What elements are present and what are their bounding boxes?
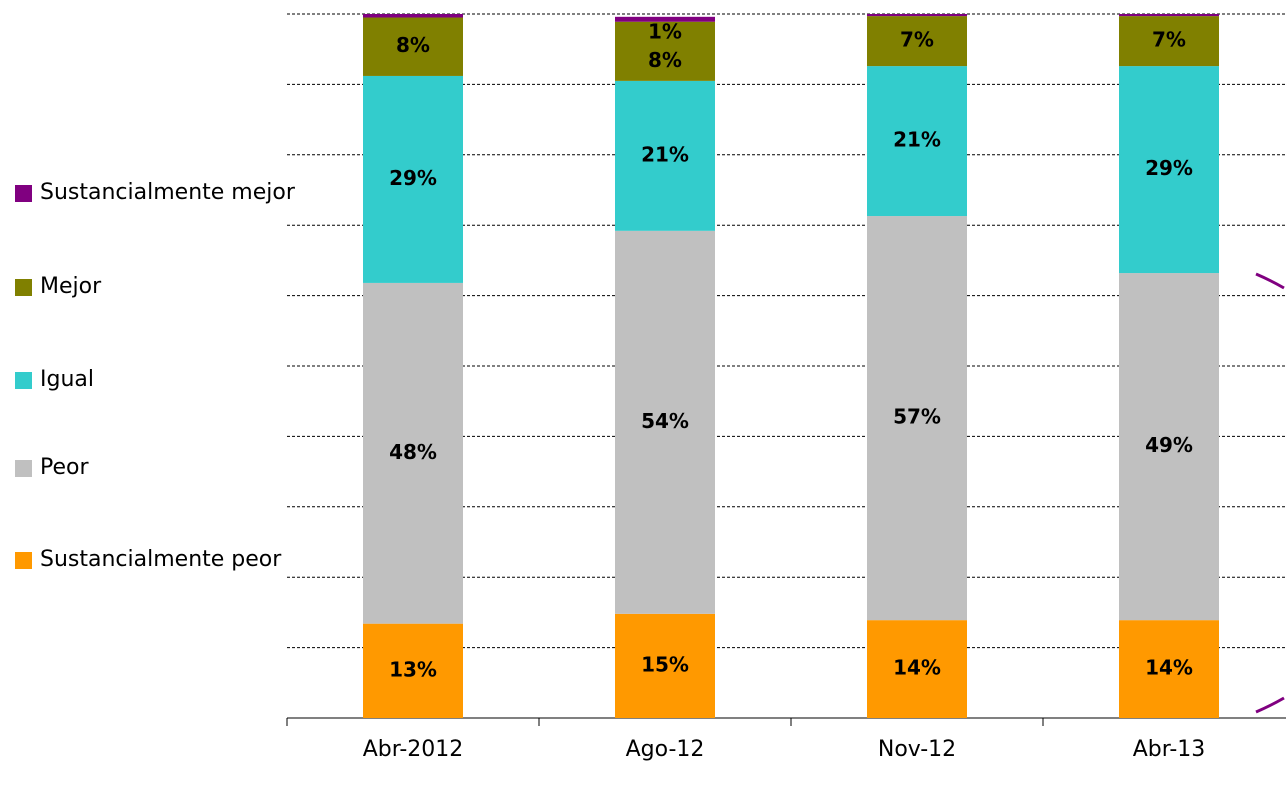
- bar-segment: [615, 21, 715, 81]
- decor-arc: [1255, 272, 1285, 290]
- bar-segment: [1119, 620, 1219, 718]
- data-label: 49%: [1145, 433, 1193, 457]
- data-label: 7%: [1152, 28, 1186, 52]
- data-label: 8%: [648, 48, 682, 72]
- decor-arc: [1255, 696, 1285, 714]
- legend-label: Sustancialmente mejor: [40, 180, 295, 205]
- bar-segment: [615, 80, 715, 231]
- data-label: 13%: [389, 657, 437, 681]
- bar-segment: [363, 282, 463, 624]
- bar-segment: [363, 75, 463, 283]
- bar-segment: [867, 66, 967, 217]
- data-label: 29%: [389, 166, 437, 190]
- data-label: 48%: [389, 440, 437, 464]
- bar-segment: [867, 16, 967, 67]
- bar-segment: [615, 16, 715, 22]
- bar-segment: [1119, 14, 1219, 17]
- legend-swatch: [15, 552, 32, 569]
- x-tick-label: Abr-2012: [363, 737, 464, 762]
- legend-label: Peor: [40, 455, 89, 480]
- data-label: 29%: [1145, 156, 1193, 180]
- data-label: 21%: [893, 128, 941, 152]
- legend-swatch: [15, 460, 32, 477]
- data-label: 1%: [648, 19, 682, 43]
- bar-segment: [1119, 16, 1219, 67]
- bar-segment: [867, 14, 967, 17]
- bar-segment: [363, 14, 463, 18]
- legend-swatch: [15, 279, 32, 296]
- legend-label: Sustancialmente peor: [40, 547, 282, 572]
- x-tick-label: Ago-12: [626, 737, 705, 762]
- bar-segment: [1119, 66, 1219, 274]
- data-label: 14%: [893, 656, 941, 680]
- bar-segment: [1119, 273, 1219, 621]
- data-label: 15%: [641, 652, 689, 676]
- bar-segment: [867, 216, 967, 621]
- legend-label: Mejor: [40, 274, 102, 299]
- legend-label: Igual: [40, 367, 94, 392]
- bar-segment: [363, 623, 463, 718]
- bar-segment: [615, 230, 715, 614]
- data-label: 57%: [893, 405, 941, 429]
- x-tick-label: Abr-13: [1133, 737, 1206, 762]
- bar-segment: [363, 17, 463, 76]
- legend-swatch: [15, 185, 32, 202]
- data-label: 14%: [1145, 656, 1193, 680]
- x-tick-label: Nov-12: [878, 737, 956, 762]
- data-label: 8%: [396, 33, 430, 57]
- bar-segment: [615, 613, 715, 718]
- data-label: 7%: [900, 28, 934, 52]
- data-label: 21%: [641, 142, 689, 166]
- bar-segment: [867, 620, 967, 718]
- legend-swatch: [15, 372, 32, 389]
- data-label: 54%: [641, 409, 689, 433]
